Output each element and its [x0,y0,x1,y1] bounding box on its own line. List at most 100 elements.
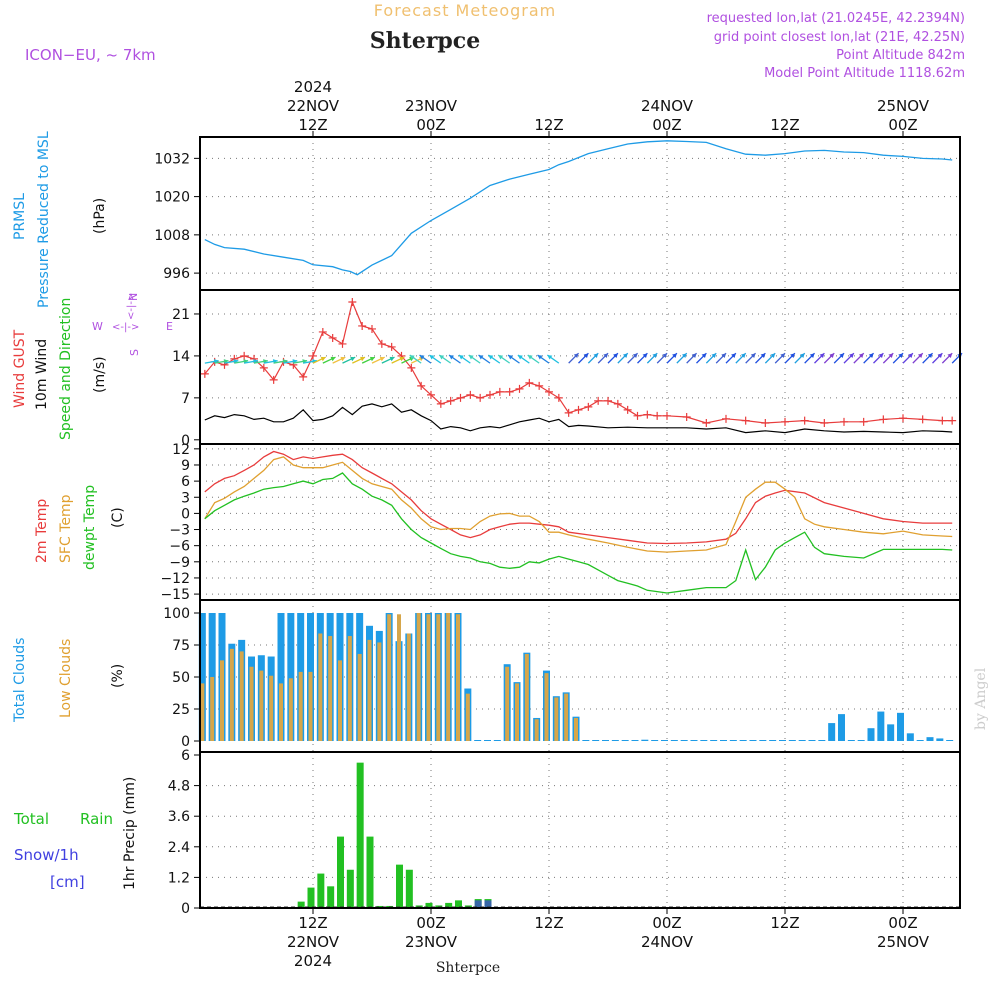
time-label-bottom: 12Z [298,914,327,932]
gust-point [879,415,888,424]
gust-point [269,375,278,384]
low-cloud-bar [377,642,382,741]
gust-point [948,416,957,425]
gust-point [328,333,337,342]
low-cloud-bar [308,671,313,741]
total-cloud-bar [916,740,924,741]
model-altitude: Model Point Altitude 1118.62m [764,66,965,81]
gust-point [820,419,829,428]
gust-point [318,327,327,336]
total-cloud-bar [739,740,747,741]
low-cloud-bar [367,639,372,741]
low-cloud-bar [544,673,549,741]
y-tick-label: 21 [172,307,190,323]
time-label-bottom: 25NOV [877,933,930,951]
time-label-bottom: 00Z [416,914,445,932]
wind-arrow-head [468,355,474,360]
sfc-temp-line [204,456,953,553]
total-cloud-bar [680,740,688,741]
low-cloud-bar [200,683,205,741]
temp2m-label: 2m Temp [34,499,50,563]
wind-arrow-head [622,353,628,359]
total-cloud-bar [798,740,806,741]
wind-arrow-head [330,356,336,362]
total-cloud-bar [847,740,855,741]
total-cloud-bar [484,740,491,741]
time-label-top: 12Z [770,116,799,134]
wind-arrow-head [340,356,346,362]
time-label-top: 00Z [888,116,917,134]
gust-point [554,393,563,402]
wind-arrow-head [829,353,835,359]
gust-point [377,339,386,348]
time-label-bottom: 12Z [534,914,563,932]
total-cloud-bar [661,740,668,741]
time-label-top: 00Z [416,116,445,134]
gust-point [722,414,730,423]
time-label-top: 25NOV [877,97,930,115]
gust-point [299,372,308,381]
gust-point [682,413,691,422]
low-cloud-bar [387,614,392,741]
gust-point [899,414,907,423]
low-cloud-bar [229,648,234,741]
wind-arrow-head [809,353,815,359]
wind-arrow-head [537,355,543,360]
y-tick-label: 25 [172,702,190,718]
total-cloud-bar [926,737,934,741]
gust-point [466,390,475,399]
wind-arrow-head [701,353,707,359]
time-label-bottom: 00Z [888,914,917,932]
wind-arrow-head [360,356,366,362]
compass-rose: N <-|-> W <-|-> E S [92,293,173,356]
wind-arrow-head [652,353,658,359]
total-cloud-bar [749,740,757,741]
sfc-temp-label: SFC Temp [58,494,74,563]
wind-arrow-head [508,355,514,360]
total-cloud-bar [631,740,639,741]
low-cloud-bar [465,693,470,741]
wind-arrow-head [409,355,415,360]
total-cloud-bar [582,740,590,741]
gust-point [476,393,485,402]
y-tick-label: 9 [181,458,190,474]
wind-arrow-head [937,353,943,359]
wind-arrow-head [449,355,455,360]
gust-point [702,419,711,428]
total-clouds-label: Total Clouds [12,638,28,723]
wind-arrow-head [898,353,904,359]
snow-label: Snow/1h [14,846,79,864]
wind-arrow-head [672,353,677,359]
gust-point [633,411,642,420]
snow-bar [484,900,492,908]
wind-arrow-head [681,353,687,359]
snow-bar [474,900,482,908]
time-label-top: 22NOV [287,97,340,115]
time-label-bottom: 00Z [652,914,681,932]
gust-point [604,396,612,405]
y-tick-label: 1.2 [168,870,190,886]
svg-text:E: E [166,320,173,333]
time-label-bottom: 22NOV [287,933,340,951]
low-cloud-bar [554,697,559,741]
gust-point [348,297,357,306]
time-label-top: 23NOV [405,97,458,115]
total-cloud-bar [277,613,285,741]
wind-arrow-head [691,353,697,359]
rain-bar [376,905,384,908]
y-tick-label: 14 [172,349,190,365]
gust-point [623,405,632,414]
gust-point [584,402,593,411]
total-cloud-bar [779,740,786,741]
y-tick-label: 6 [181,748,190,764]
low-cloud-bar [338,660,342,741]
wind-arrow-head [740,353,746,359]
clouds-panel: 0 25 50 75 100 [163,600,960,752]
y-tick-label: 6 [181,474,190,490]
total-cloud-bar [936,738,944,741]
low-cloud-bar [416,613,421,741]
y-tick-label: 7 [181,391,190,407]
y-tick-label: 2.4 [168,840,190,856]
total-cloud-bar [788,740,796,741]
svg-text:N: N [127,293,140,301]
